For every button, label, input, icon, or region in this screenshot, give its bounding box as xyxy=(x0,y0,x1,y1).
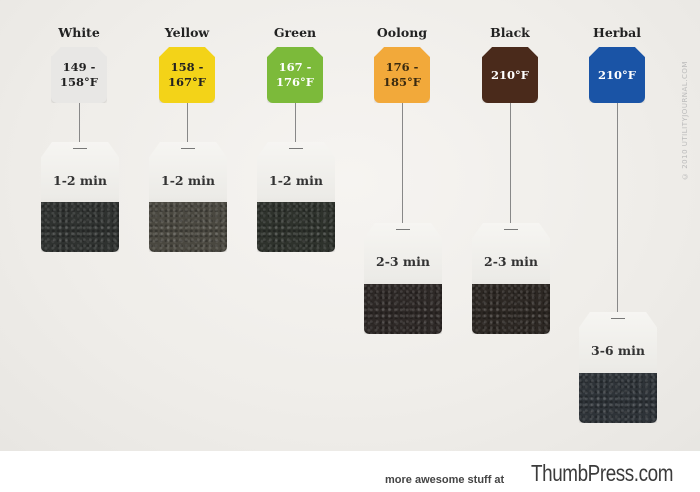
tag-string xyxy=(510,103,511,228)
tea-leaves xyxy=(149,202,227,252)
tea-column-white: White 149 - 158°F 1-2 min xyxy=(24,0,134,451)
tea-leaves xyxy=(41,202,119,252)
tea-bag: 3-6 min xyxy=(579,312,657,423)
steep-time: 3-6 min xyxy=(591,343,645,358)
tea-name: Black xyxy=(490,25,530,40)
steep-time: 1-2 min xyxy=(269,173,323,188)
temperature-tag: 210°F xyxy=(482,47,538,103)
tea-bag: 2-3 min xyxy=(364,223,442,334)
copyright-notice: © 2010 UTILITYJOURNAL.COM xyxy=(681,61,689,180)
temperature-label: 149 - 158°F xyxy=(60,60,98,89)
temperature-tag: 210°F xyxy=(589,47,645,103)
tea-bag: 1-2 min xyxy=(257,142,335,252)
steep-time: 2-3 min xyxy=(376,254,430,269)
temperature-label: 176 - 185°F xyxy=(383,60,421,89)
tag-string xyxy=(295,103,296,148)
tea-leaves xyxy=(364,284,442,334)
tag-string xyxy=(187,103,188,148)
footer-text: more awesome stuff at xyxy=(385,474,505,486)
tea-leaves xyxy=(257,202,335,252)
temperature-tag: 167 - 176°F xyxy=(267,47,323,103)
tea-column-oolong: Oolong 176 - 185°F 2-3 min xyxy=(347,0,457,451)
brand-logo-link[interactable]: ThumbPress.com xyxy=(531,460,674,486)
tag-string xyxy=(617,103,618,318)
tea-leaves xyxy=(579,373,657,423)
staple xyxy=(289,148,303,149)
tea-column-black: Black 210°F 2-3 min xyxy=(455,0,565,451)
temperature-label: 210°F xyxy=(491,67,529,82)
staple xyxy=(73,148,87,149)
tea-leaves xyxy=(472,284,550,334)
steep-time: 2-3 min xyxy=(484,254,538,269)
temperature-tag: 158 - 167°F xyxy=(159,47,215,103)
tag-string xyxy=(79,103,80,148)
tea-column-yellow: Yellow 158 - 167°F 1-2 min xyxy=(132,0,242,451)
tea-name: Herbal xyxy=(593,25,641,40)
tea-bag: 1-2 min xyxy=(41,142,119,252)
footer-banner xyxy=(0,451,700,492)
temperature-tag: 176 - 185°F xyxy=(374,47,430,103)
temperature-label: 167 - 176°F xyxy=(276,60,314,89)
tea-bag: 1-2 min xyxy=(149,142,227,252)
tea-name: White xyxy=(58,25,100,40)
temperature-tag: 149 - 158°F xyxy=(51,47,107,103)
temperature-label: 158 - 167°F xyxy=(168,60,206,89)
staple xyxy=(181,148,195,149)
tea-column-green: Green 167 - 176°F 1-2 min xyxy=(240,0,350,451)
tag-string xyxy=(402,103,403,228)
temperature-label: 210°F xyxy=(598,67,636,82)
tea-column-herbal: Herbal 210°F 3-6 min xyxy=(562,0,672,451)
tea-name: Oolong xyxy=(376,25,428,40)
tea-name: Yellow xyxy=(164,25,210,40)
staple xyxy=(611,318,625,319)
tea-steeping-chart: White 149 - 158°F 1-2 min Yellow 158 - 1… xyxy=(0,0,700,451)
tea-bag: 2-3 min xyxy=(472,223,550,334)
steep-time: 1-2 min xyxy=(161,173,215,188)
tea-name: Green xyxy=(273,25,317,40)
steep-time: 1-2 min xyxy=(53,173,107,188)
staple xyxy=(504,229,518,230)
staple xyxy=(396,229,410,230)
